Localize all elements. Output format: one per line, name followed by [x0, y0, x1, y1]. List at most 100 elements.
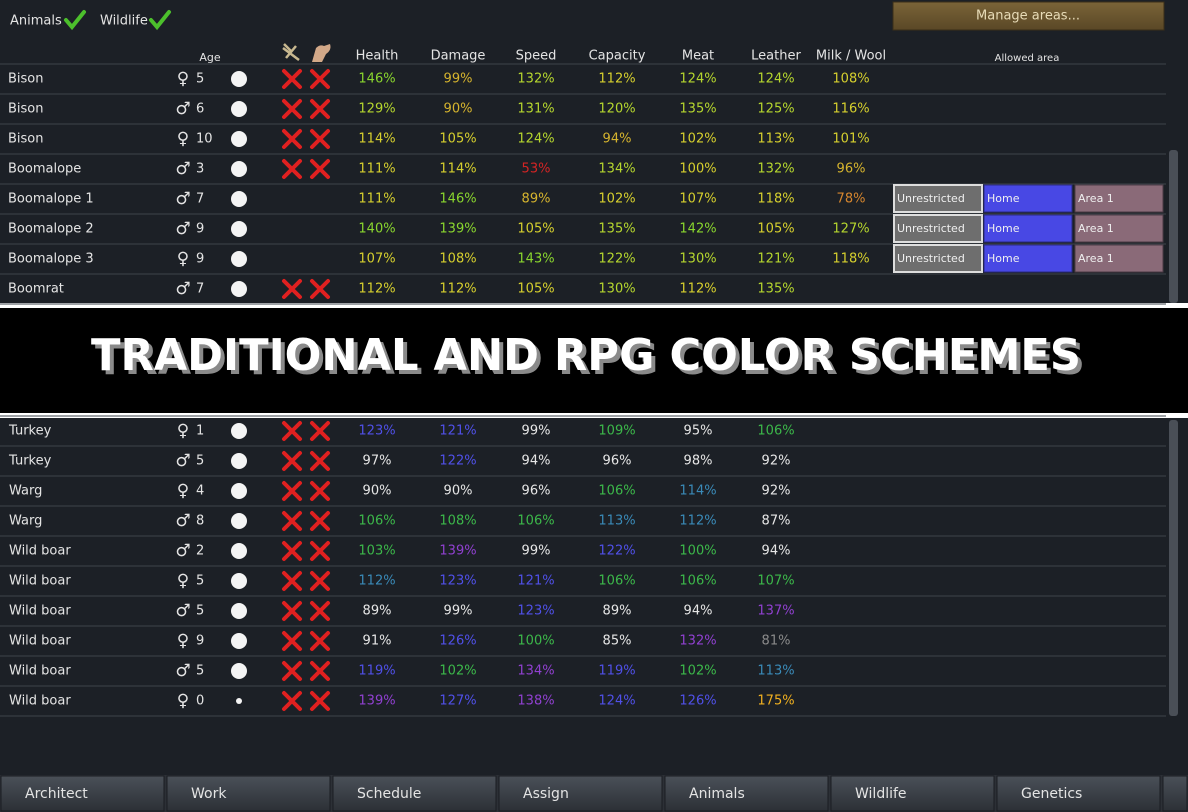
forbid-icon[interactable] — [282, 159, 302, 179]
area-label[interactable]: Home — [987, 252, 1020, 265]
manage-button-label[interactable]: Manage areas... — [976, 9, 1080, 24]
animal-name[interactable]: Boomalope 2 — [8, 222, 94, 237]
filter-label[interactable]: Animals — [10, 14, 62, 29]
forbid-icon[interactable] — [282, 571, 302, 591]
column-header[interactable]: Milk / Wool — [816, 49, 886, 64]
tab-label[interactable]: Animals — [689, 786, 745, 802]
forbid-icon[interactable] — [310, 691, 330, 711]
animal-name[interactable]: Bison — [8, 132, 44, 147]
forbid-icon[interactable] — [282, 511, 302, 531]
forbid-icon[interactable] — [310, 451, 330, 471]
forbid-icon[interactable] — [282, 601, 302, 621]
tab-label[interactable]: Assign — [523, 786, 569, 802]
area-label[interactable]: Area 1 — [1078, 222, 1114, 235]
forbid-icon[interactable] — [310, 661, 330, 681]
area-button[interactable] — [983, 214, 1073, 243]
tab[interactable] — [166, 775, 331, 812]
area-label[interactable]: Unrestricted — [897, 222, 965, 235]
forbid-icon[interactable] — [282, 691, 302, 711]
forbid-icon[interactable] — [282, 69, 302, 89]
forbid-icon[interactable] — [310, 601, 330, 621]
animal-name[interactable]: Boomalope — [8, 162, 81, 177]
forbid-icon[interactable] — [310, 541, 330, 561]
tab-label[interactable]: Schedule — [357, 786, 421, 802]
stat-value: 109% — [598, 424, 635, 439]
animal-name[interactable]: Wild boar — [9, 544, 71, 559]
column-header[interactable]: Health — [356, 49, 399, 64]
forbid-icon[interactable] — [282, 421, 302, 441]
area-button[interactable] — [893, 214, 983, 243]
life-stage-icon — [231, 573, 247, 589]
tab[interactable] — [0, 775, 165, 812]
forbid-icon[interactable] — [310, 69, 330, 89]
tab[interactable] — [498, 775, 663, 812]
area-button[interactable] — [1074, 184, 1164, 213]
area-button[interactable] — [893, 244, 983, 273]
animal-name[interactable]: Wild boar — [9, 604, 71, 619]
area-button[interactable] — [1074, 214, 1164, 243]
forbid-icon[interactable] — [282, 451, 302, 471]
forbid-icon[interactable] — [282, 631, 302, 651]
stat-value: 135% — [679, 102, 716, 117]
animal-name[interactable]: Wild boar — [9, 694, 71, 709]
animal-name[interactable]: Wild boar — [9, 574, 71, 589]
manage-button[interactable] — [892, 1, 1165, 31]
animal-name[interactable]: Bison — [8, 102, 44, 117]
area-label[interactable]: Unrestricted — [897, 252, 965, 265]
animal-name[interactable]: Wild boar — [9, 664, 71, 679]
forbid-icon[interactable] — [310, 159, 330, 179]
area-button[interactable] — [983, 184, 1073, 213]
tab[interactable] — [664, 775, 829, 812]
column-header[interactable]: Capacity — [589, 49, 646, 64]
forbid-icon[interactable] — [310, 99, 330, 119]
forbid-icon[interactable] — [282, 541, 302, 561]
tab[interactable] — [1162, 775, 1188, 812]
tab-label[interactable]: Genetics — [1021, 786, 1082, 802]
forbid-icon[interactable] — [282, 279, 302, 299]
tab-label[interactable]: Architect — [25, 786, 88, 802]
forbid-icon[interactable] — [282, 129, 302, 149]
animal-name[interactable]: Warg — [9, 514, 42, 529]
animal-name[interactable]: Turkey — [8, 424, 52, 439]
area-button[interactable] — [1074, 244, 1164, 273]
column-header[interactable]: Leather — [751, 49, 801, 64]
animal-name[interactable]: Turkey — [8, 454, 52, 469]
forbid-icon[interactable] — [310, 571, 330, 591]
tab[interactable] — [830, 775, 995, 812]
area-button[interactable] — [893, 184, 983, 213]
tab[interactable] — [332, 775, 497, 812]
animal-name[interactable]: Boomrat — [8, 282, 64, 297]
area-label[interactable]: Unrestricted — [897, 192, 965, 205]
forbid-icon[interactable] — [282, 661, 302, 681]
area-label[interactable]: Home — [987, 192, 1020, 205]
area-label[interactable]: Home — [987, 222, 1020, 235]
forbid-icon[interactable] — [282, 481, 302, 501]
forbid-icon[interactable] — [282, 99, 302, 119]
tab-label[interactable]: Wildlife — [855, 786, 907, 802]
forbid-icon[interactable] — [310, 511, 330, 531]
animal-name[interactable]: Boomalope 1 — [8, 192, 94, 207]
area-label[interactable]: Area 1 — [1078, 192, 1114, 205]
scrollbar[interactable] — [1169, 150, 1178, 303]
tab[interactable] — [996, 775, 1161, 812]
forbid-icon[interactable] — [310, 279, 330, 299]
column-header[interactable]: Meat — [682, 49, 714, 64]
animal-name[interactable]: Wild boar — [9, 634, 71, 649]
column-header[interactable]: Damage — [431, 49, 486, 64]
animal-name[interactable]: Bison — [8, 72, 44, 87]
area-label[interactable]: Area 1 — [1078, 252, 1114, 265]
stat-value: 91% — [363, 634, 392, 649]
column-header[interactable]: Speed — [516, 49, 557, 64]
scrollbar[interactable] — [1169, 420, 1178, 716]
age: 6 — [196, 102, 204, 117]
forbid-icon[interactable] — [310, 129, 330, 149]
animal-name[interactable]: Warg — [9, 484, 42, 499]
forbid-icon[interactable] — [310, 421, 330, 441]
forbid-icon[interactable] — [310, 631, 330, 651]
filter-label[interactable]: Wildlife — [100, 14, 148, 29]
forbid-icon[interactable] — [310, 481, 330, 501]
area-button[interactable] — [983, 244, 1073, 273]
tab-label[interactable]: Work — [191, 786, 227, 802]
animal-name[interactable]: Boomalope 3 — [8, 252, 94, 267]
age: 5 — [196, 454, 204, 469]
